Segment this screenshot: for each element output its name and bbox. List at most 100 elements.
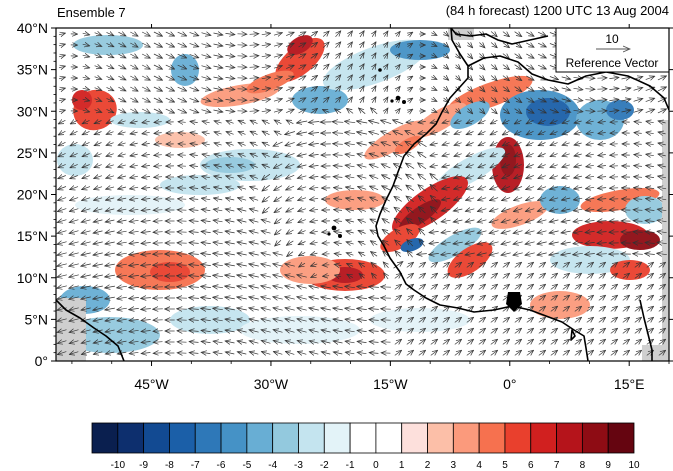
wind-vector	[262, 153, 270, 156]
wind-vector	[574, 143, 582, 145]
wind-vector	[262, 220, 271, 223]
wind-vector	[118, 176, 126, 178]
wind-vector	[502, 164, 510, 167]
wind-vector	[574, 220, 583, 222]
anomaly-blob	[620, 230, 660, 250]
wind-vector	[454, 220, 463, 222]
wind-vector	[214, 154, 222, 156]
wind-vector	[249, 100, 259, 101]
wind-vector	[598, 133, 606, 134]
wind-vector	[238, 176, 247, 179]
wind-vector	[130, 54, 137, 58]
wind-vector	[214, 198, 223, 200]
wind-vector	[526, 54, 533, 58]
wind-vector	[574, 209, 583, 211]
wind-vector	[177, 76, 187, 80]
wind-vector	[621, 88, 631, 90]
wind-vector	[370, 154, 379, 157]
wind-vector	[333, 122, 344, 123]
anomaly-blob	[75, 195, 185, 215]
wind-vector	[562, 220, 571, 222]
wind-vector	[213, 99, 223, 101]
wind-vector	[141, 98, 150, 102]
wind-vector	[406, 163, 415, 169]
wind-vector	[226, 143, 234, 146]
wind-vector	[396, 87, 400, 92]
wind-vector	[142, 221, 151, 222]
wind-vector	[431, 88, 436, 91]
wind-vector	[502, 43, 509, 48]
wind-vector	[273, 110, 282, 112]
wind-vector	[298, 198, 307, 201]
wind-vector	[454, 209, 463, 211]
wind-vector	[249, 111, 259, 112]
wind-vector	[261, 66, 270, 67]
wind-vector	[130, 220, 139, 221]
wind-vector	[322, 31, 329, 37]
wind-vector	[444, 43, 449, 47]
wind-vector	[310, 98, 317, 103]
land-corner-sw	[56, 298, 86, 361]
wind-vector	[357, 132, 368, 134]
wind-vector	[275, 120, 282, 123]
wind-vector	[396, 43, 400, 48]
colorbar-swatch	[607, 422, 635, 454]
wind-vector	[468, 43, 473, 48]
wind-vector	[431, 55, 436, 58]
wind-vector	[106, 165, 114, 167]
wind-vector	[58, 77, 65, 79]
wind-vector	[214, 165, 222, 167]
wind-vector	[154, 155, 162, 156]
wind-vector	[71, 131, 78, 134]
wind-vector	[189, 54, 199, 57]
wind-vector	[502, 98, 509, 103]
wind-vector	[142, 132, 150, 133]
colorbar-label: -4	[268, 460, 277, 471]
wind-vector	[298, 176, 307, 178]
anomaly-blob	[413, 102, 467, 138]
wind-vector	[490, 209, 499, 212]
wind-vector	[419, 207, 426, 214]
wind-vector	[261, 44, 270, 45]
wind-vector	[658, 198, 667, 200]
wind-vector	[562, 143, 570, 145]
wind-vector	[58, 231, 67, 234]
wind-vector	[634, 166, 642, 167]
wind-vector	[94, 99, 102, 102]
wind-vector	[237, 231, 247, 233]
wind-vector	[298, 109, 306, 113]
wind-vector	[82, 55, 90, 57]
wind-vector	[82, 66, 90, 68]
wind-vector	[118, 132, 126, 134]
wind-vector	[444, 54, 449, 58]
wind-vector	[466, 220, 475, 222]
wind-vector	[251, 120, 258, 123]
wind-vector	[372, 75, 376, 81]
wind-vector	[201, 110, 211, 113]
wind-vector	[322, 53, 329, 59]
wind-vector	[226, 132, 234, 135]
wind-vector	[106, 87, 114, 90]
wind-vector	[407, 218, 414, 225]
wind-vector	[348, 42, 352, 49]
wind-vector	[444, 109, 449, 113]
wind-vector	[286, 76, 294, 79]
wind-vector	[586, 121, 594, 123]
wind-vector	[514, 98, 522, 103]
wind-vector	[456, 54, 461, 59]
wind-vector	[118, 154, 126, 156]
colorbar-swatch	[427, 422, 454, 454]
wind-vector	[382, 175, 391, 179]
reference-vector-legend: 10 Reference Vector	[555, 28, 669, 73]
wind-vector	[408, 98, 413, 101]
colorbar-swatch	[246, 422, 274, 454]
wind-vector	[226, 165, 234, 167]
wind-vector	[442, 176, 450, 178]
colorbar-label: -8	[165, 460, 174, 471]
wind-vector	[490, 31, 497, 37]
wind-vector	[444, 76, 449, 80]
wind-vector	[201, 33, 211, 36]
wind-vector	[201, 77, 211, 80]
wind-vector	[142, 143, 150, 144]
wind-vector	[456, 43, 461, 48]
